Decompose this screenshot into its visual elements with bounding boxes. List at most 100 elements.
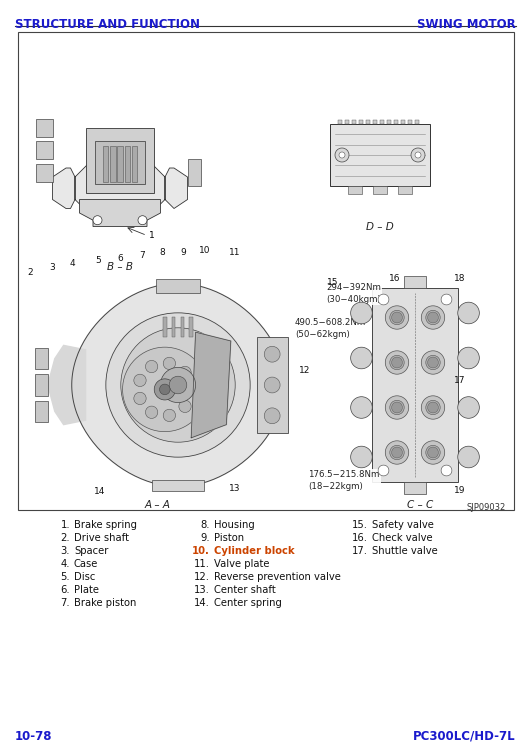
Bar [373,120,377,124]
Text: 14: 14 [95,488,106,497]
Circle shape [159,384,170,395]
Text: PC300LC/HD-7L: PC300LC/HD-7L [413,729,516,743]
Bar [401,120,405,124]
Text: D – D: D – D [366,222,394,232]
Circle shape [339,152,345,158]
Bar [35,348,48,370]
Circle shape [391,402,402,413]
Bar [36,118,53,136]
Text: C – C: C – C [407,500,433,510]
Text: 7.: 7. [61,598,70,608]
Text: Housing: Housing [214,520,255,530]
Text: Valve plate: Valve plate [214,559,270,569]
Text: Piston: Piston [214,533,244,543]
Text: 8: 8 [159,248,165,257]
Text: 14.: 14. [194,598,210,608]
Text: Safety valve: Safety valve [372,520,434,530]
Circle shape [458,396,479,418]
FancyBboxPatch shape [330,124,430,186]
Circle shape [350,347,372,369]
Ellipse shape [386,396,409,419]
Bar [380,120,384,124]
Circle shape [458,447,479,468]
Text: SWING MOTOR: SWING MOTOR [417,18,516,31]
Bar [124,146,130,182]
Bar [117,146,123,182]
Text: 176.5−215.8Nm
(18−22kgm): 176.5−215.8Nm (18−22kgm) [308,470,379,491]
Circle shape [93,215,102,224]
Text: 18: 18 [454,274,466,283]
Text: 16.: 16. [352,533,368,543]
Text: 11.: 11. [194,559,210,569]
Text: 19: 19 [454,485,466,494]
Circle shape [391,357,402,368]
Bar [387,120,391,124]
Bar [181,317,184,337]
Text: 1: 1 [149,231,155,240]
Text: Cylinder block: Cylinder block [214,546,295,556]
Circle shape [163,409,176,422]
Bar [156,280,200,292]
Ellipse shape [390,355,404,370]
Bar [35,401,48,422]
Ellipse shape [386,306,409,329]
Polygon shape [80,200,160,227]
Polygon shape [191,332,231,438]
Text: 6.: 6. [61,585,70,595]
Circle shape [335,148,349,162]
Bar [172,317,175,337]
Circle shape [121,328,235,442]
Polygon shape [72,283,284,487]
Bar [190,317,193,337]
Text: 2.: 2. [61,533,70,543]
Bar [345,120,349,124]
Ellipse shape [426,400,440,414]
Ellipse shape [390,400,404,414]
Text: Shuttle valve: Shuttle valve [372,546,438,556]
Ellipse shape [426,445,440,460]
Bar [36,164,53,182]
Text: Disc: Disc [74,572,96,582]
Text: 10: 10 [199,245,211,254]
Bar [415,120,419,124]
Circle shape [179,400,191,413]
Bar [359,120,363,124]
Bar [163,317,167,337]
Text: 17.: 17. [352,546,368,556]
Text: SJP09032: SJP09032 [467,503,506,512]
Text: 3: 3 [49,263,55,272]
Bar [132,146,137,182]
Circle shape [350,447,372,468]
Text: 13: 13 [229,483,241,492]
Circle shape [169,376,187,393]
Bar [35,375,48,396]
Bar [103,146,108,182]
Text: 3.: 3. [61,546,70,556]
Text: 4.: 4. [61,559,70,569]
Circle shape [145,361,158,373]
Ellipse shape [426,310,440,325]
Circle shape [264,408,280,423]
Polygon shape [48,346,85,425]
Bar [352,120,356,124]
Text: A – A: A – A [145,500,171,510]
Text: 2: 2 [27,268,33,277]
Bar [398,186,412,194]
Bar [373,186,387,194]
Circle shape [145,406,158,418]
Ellipse shape [421,306,444,329]
FancyBboxPatch shape [372,288,458,482]
Bar [257,337,288,433]
Circle shape [458,347,479,369]
Ellipse shape [426,355,440,370]
Text: 5.: 5. [61,572,70,582]
Text: Drive shaft: Drive shaft [74,533,129,543]
Bar [36,141,53,159]
Bar [348,186,362,194]
Circle shape [185,383,198,396]
Circle shape [106,313,250,457]
Text: 4: 4 [69,259,75,268]
Circle shape [350,396,372,418]
Text: 9.: 9. [200,533,210,543]
Text: 15: 15 [327,278,339,286]
